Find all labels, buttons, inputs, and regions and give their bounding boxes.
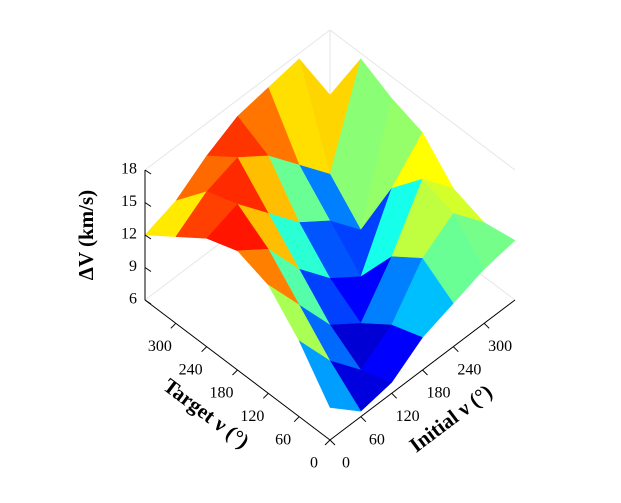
z-tick-label: 15 <box>121 193 137 210</box>
y-tick <box>170 322 177 329</box>
y-tick-label: 300 <box>148 338 172 355</box>
z-tick <box>144 202 152 207</box>
box-edge <box>329 29 516 171</box>
x-tick <box>360 416 367 423</box>
x-tick <box>422 369 428 376</box>
x-tick <box>329 439 336 446</box>
x-tick-label: 300 <box>488 338 512 355</box>
x-tick-label: 180 <box>427 385 451 402</box>
z-tick <box>144 267 152 272</box>
x-tick <box>452 346 459 353</box>
z-tick-label: 18 <box>121 161 137 178</box>
x-tick <box>391 392 398 399</box>
y-tick-label: 60 <box>275 431 291 448</box>
z-axis-title: ΔV (km/s) <box>74 190 98 280</box>
z-tick-label: 9 <box>129 258 137 275</box>
y-tick <box>232 369 238 376</box>
y-tick-label: 180 <box>210 385 234 402</box>
y-tick <box>201 346 208 353</box>
x-tick-label: 0 <box>342 455 350 472</box>
z-tick <box>144 299 152 305</box>
z-tick-label: 6 <box>129 291 137 308</box>
x-tick-label: 240 <box>457 361 481 378</box>
z-tick <box>144 169 152 175</box>
x-tick-label: 120 <box>396 408 420 425</box>
y-tick <box>262 392 269 399</box>
y-tick-label: 120 <box>240 408 264 425</box>
x-tick-label: 60 <box>369 431 385 448</box>
surface-patch <box>298 340 362 412</box>
z-tick <box>144 234 152 240</box>
y-tick-label: 0 <box>310 455 318 472</box>
y-tick <box>324 439 331 446</box>
x-tick <box>483 322 490 329</box>
y-tick <box>293 416 300 423</box>
y-tick-label: 240 <box>179 361 203 378</box>
z-tick-label: 12 <box>121 226 137 243</box>
box-edge <box>144 29 331 171</box>
